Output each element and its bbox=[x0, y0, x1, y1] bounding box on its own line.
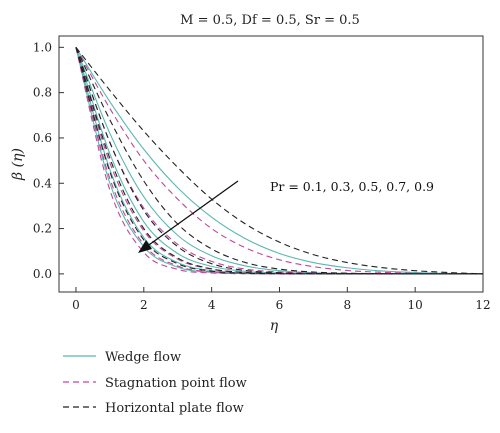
series-line-horizontal-plate-flow-pr-0-3 bbox=[75, 47, 484, 275]
series-line-wedge-flow-pr-0-5 bbox=[75, 47, 483, 275]
series-line-wedge-flow-pr-0-3 bbox=[75, 47, 484, 275]
y-tick-label: 0.0 bbox=[33, 267, 52, 281]
curves-layer bbox=[75, 46, 484, 275]
x-axis-title: η bbox=[270, 318, 279, 334]
chart-title: M = 0.5, Df = 0.5, Sr = 0.5 bbox=[180, 13, 360, 28]
series-line-stagnation-point-flow-pr-0-1 bbox=[75, 47, 484, 275]
x-tick-label: 4 bbox=[208, 298, 216, 312]
legend-label-stagnation: Stagnation point flow bbox=[105, 376, 247, 391]
series-line-horizontal-plate-flow-pr-0-1 bbox=[75, 46, 484, 275]
series-line-stagnation-point-flow-pr-0-9 bbox=[75, 47, 483, 275]
axes-layer: 0 2 4 6 8 10 12 0.0 0.2 0.4 0.6 0.8 1.0 bbox=[33, 40, 491, 312]
series-line-stagnation-point-flow-pr-0-3 bbox=[75, 47, 483, 275]
legend: Wedge flow Stagnation point flow Horizon… bbox=[63, 350, 247, 416]
pr-annotation: Pr = 0.1, 0.3, 0.5, 0.7, 0.9 bbox=[270, 179, 434, 194]
pr-arrow-head bbox=[138, 240, 152, 253]
series-line-horizontal-plate-flow-pr-0-7 bbox=[75, 47, 483, 275]
x-tick-label: 8 bbox=[343, 298, 351, 312]
series-line-wedge-flow-pr-0-7 bbox=[75, 47, 483, 275]
series-line-wedge-flow-pr-0-1 bbox=[75, 47, 484, 275]
x-tick-label: 12 bbox=[475, 298, 490, 312]
legend-label-horizontal: Horizontal plate flow bbox=[105, 401, 244, 416]
x-tick-label: 0 bbox=[72, 298, 80, 312]
y-tick-label: 0.2 bbox=[33, 222, 52, 236]
x-tick-label: 2 bbox=[140, 298, 148, 312]
series-line-wedge-flow-pr-0-9 bbox=[75, 47, 483, 275]
series-line-stagnation-point-flow-pr-0-5 bbox=[75, 47, 483, 275]
series-line-stagnation-point-flow-pr-0-7 bbox=[75, 47, 483, 275]
y-tick-label: 0.4 bbox=[33, 176, 52, 190]
legend-label-wedge: Wedge flow bbox=[105, 350, 181, 365]
y-tick-label: 0.6 bbox=[33, 131, 52, 145]
series-line-horizontal-plate-flow-pr-0-9 bbox=[75, 47, 483, 275]
plot-frame bbox=[58, 35, 484, 293]
x-tick-label: 6 bbox=[276, 298, 284, 312]
y-tick-label: 1.0 bbox=[33, 40, 52, 54]
y-tick-label: 0.8 bbox=[33, 86, 52, 100]
series-line-horizontal-plate-flow-pr-0-5 bbox=[75, 47, 483, 275]
y-axis-title: β (η) bbox=[10, 148, 26, 181]
x-tick-label: 10 bbox=[408, 298, 423, 312]
pr-arrow-line bbox=[145, 180, 239, 248]
